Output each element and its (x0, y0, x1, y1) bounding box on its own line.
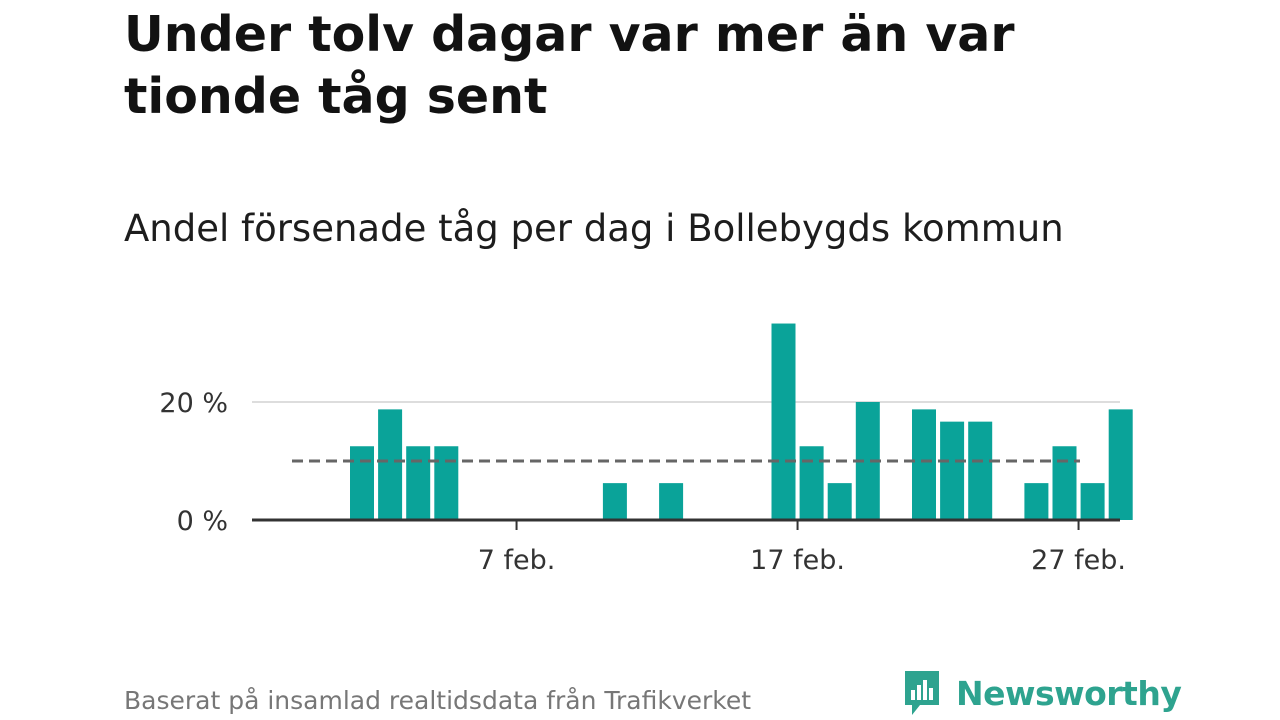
chart-subtitle: Andel försenade tåg per dag i Bollebygds… (124, 207, 1064, 250)
bar (1052, 446, 1077, 520)
bar (406, 446, 431, 520)
bar (827, 483, 852, 520)
axes: 0 % 20 % 7 feb. 17 feb. 27 feb. (159, 388, 1126, 576)
bar (659, 483, 684, 520)
bar (350, 446, 374, 520)
source-note: Baserat på insamlad realtidsdata från Tr… (124, 686, 752, 715)
bar (434, 446, 459, 520)
bars (350, 323, 1133, 520)
y-tick-label: 20 % (159, 388, 228, 419)
bar (940, 421, 965, 520)
brand-name: Newsworthy (956, 673, 1182, 713)
bar (1024, 483, 1049, 520)
bar (968, 421, 993, 520)
y-tick-label: 0 % (177, 506, 228, 537)
newsworthy-logo-icon (905, 671, 939, 715)
x-tick-label: 7 feb. (478, 545, 556, 576)
x-tick-label: 17 feb. (750, 545, 845, 576)
x-tick-label: 27 feb. (1031, 545, 1126, 576)
bar (602, 483, 627, 520)
bar (771, 323, 796, 520)
bar (912, 409, 936, 520)
brand-logo: Newsworthy (902, 668, 1182, 718)
bar (1080, 483, 1105, 520)
bar (1108, 409, 1133, 520)
bar (799, 446, 824, 520)
bar (378, 409, 403, 520)
chart-title: Under tolv dagar var mer än var tionde t… (124, 6, 1015, 125)
